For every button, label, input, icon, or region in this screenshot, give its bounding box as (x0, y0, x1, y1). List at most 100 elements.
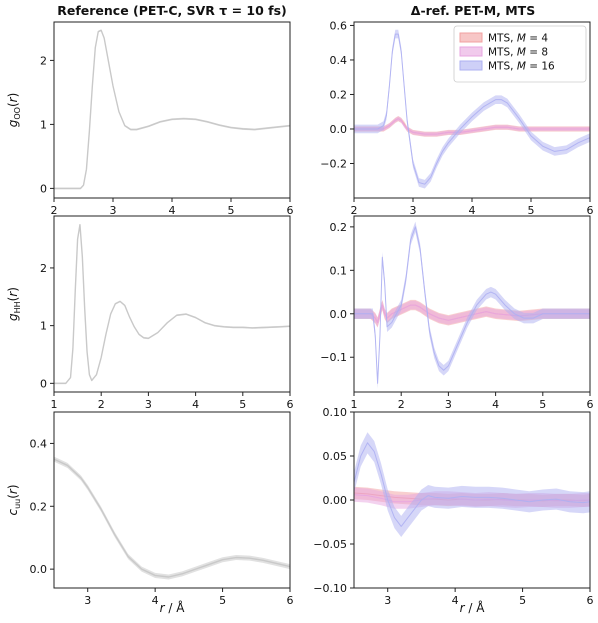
data-point-M16 (396, 313, 397, 314)
x-tick-label: 2 (398, 398, 405, 411)
data-point-M8 (530, 128, 531, 129)
data-point-reference (128, 556, 129, 557)
data-point-M8 (401, 120, 402, 121)
series-band-reference (54, 456, 290, 580)
data-point-M16 (495, 294, 496, 295)
data-point-M16 (405, 278, 406, 279)
data-point-reference (82, 256, 83, 257)
data-point-reference (105, 334, 106, 335)
data-point-reference (155, 575, 156, 576)
data-point-M16 (415, 226, 416, 227)
data-point-reference (186, 314, 187, 315)
y-tick-label: 2 (40, 54, 47, 67)
data-point-reference (75, 290, 76, 291)
x-tick-label: 4 (169, 204, 176, 217)
data-point-M8 (457, 318, 458, 319)
data-point-M16 (374, 451, 375, 452)
data-point-M8 (404, 125, 405, 126)
data-point-reference (124, 305, 125, 306)
data-point-M8 (483, 128, 484, 129)
data-point-reference (157, 332, 158, 333)
data-point-M16 (578, 142, 579, 143)
data-point-M8 (448, 132, 449, 133)
y-tick-label: −0.2 (320, 157, 347, 170)
data-point-M16 (434, 497, 435, 498)
data-point-reference (91, 380, 92, 381)
data-point-M16 (410, 239, 411, 240)
cuu-difference-panel: 3 4 5 6 −0.10 −0.05 0.00 0.05 0.10 (313, 406, 593, 607)
data-point-M16 (386, 326, 387, 327)
data-point-reference (249, 558, 250, 559)
data-point-M16 (377, 383, 378, 384)
data-point-reference (89, 130, 90, 131)
data-point-M16 (476, 304, 477, 305)
data-point-M16 (430, 177, 431, 178)
series-line-M16 (354, 33, 590, 185)
data-point-reference (182, 573, 183, 574)
data-point-M8 (391, 313, 392, 314)
y-tick-label: 0.2 (30, 500, 48, 513)
data-point-reference (118, 111, 119, 112)
y-tick-label: 0.10 (323, 406, 348, 419)
y-tick-label: −0.10 (313, 582, 347, 595)
data-point-M8 (398, 118, 399, 119)
data-point-M16 (414, 508, 415, 509)
data-point-reference (134, 326, 135, 327)
data-point-reference (65, 383, 66, 384)
x-tick-label: 3 (384, 594, 391, 607)
data-point-M16 (448, 142, 449, 143)
data-point-reference (80, 188, 81, 189)
x-tick-label: 5 (519, 594, 526, 607)
data-point-M16 (530, 135, 531, 136)
data-point-reference (160, 121, 161, 122)
data-point-M16 (519, 118, 520, 119)
series-band-M8 (354, 116, 590, 137)
data-point-reference (124, 125, 125, 126)
data-point-M16 (501, 99, 502, 100)
data-point-M16 (407, 517, 408, 518)
x-tick-label: 3 (84, 594, 91, 607)
data-point-reference (214, 325, 215, 326)
data-point-reference (148, 126, 149, 127)
data-point-M8 (560, 128, 561, 129)
x-tick-label: 5 (239, 398, 246, 411)
right-column-title: Δ-ref. PET-M, MTS (411, 3, 535, 18)
data-point-M16 (448, 365, 449, 366)
legend-swatch-M4 (459, 32, 483, 43)
y-tick-label: 0.0 (330, 123, 348, 136)
data-point-M16 (523, 318, 524, 319)
data-point-M16 (424, 184, 425, 185)
series-line-M8 (354, 304, 590, 323)
data-point-M16 (404, 85, 405, 86)
data-point-M16 (542, 499, 543, 500)
series-line-M8 (354, 118, 590, 135)
legend-swatch-M16 (459, 60, 483, 71)
axes-frame (353, 215, 591, 393)
data-point-reference (143, 337, 144, 338)
y-axis-label: gOO(r) (6, 93, 22, 128)
x-tick-label: 6 (587, 594, 594, 607)
data-point-M16 (428, 495, 429, 496)
data-point-M16 (394, 517, 395, 518)
series-line-reference (54, 29, 290, 190)
data-point-M16 (533, 318, 534, 319)
data-point-reference (195, 119, 196, 120)
x-tick-label: 3 (110, 204, 117, 217)
data-point-reference (195, 569, 196, 570)
legend: MTS, M = 4 MTS, M = 8 MTS, M = 16 (453, 25, 587, 83)
data-point-M16 (383, 125, 384, 126)
data-point-M16 (421, 499, 422, 500)
x-tick-label: 4 (192, 398, 199, 411)
data-point-M16 (443, 370, 444, 371)
data-point-M16 (398, 33, 399, 34)
y-tick-label: 0 (40, 377, 47, 390)
y-tick-label: 1 (40, 320, 47, 333)
data-point-M16 (554, 151, 555, 152)
data-point-reference (242, 128, 243, 129)
data-point-M16 (442, 151, 443, 152)
data-point-M16 (424, 291, 425, 292)
plot-area (54, 456, 290, 580)
data-point-M16 (418, 182, 419, 183)
data-point-M8 (438, 318, 439, 319)
